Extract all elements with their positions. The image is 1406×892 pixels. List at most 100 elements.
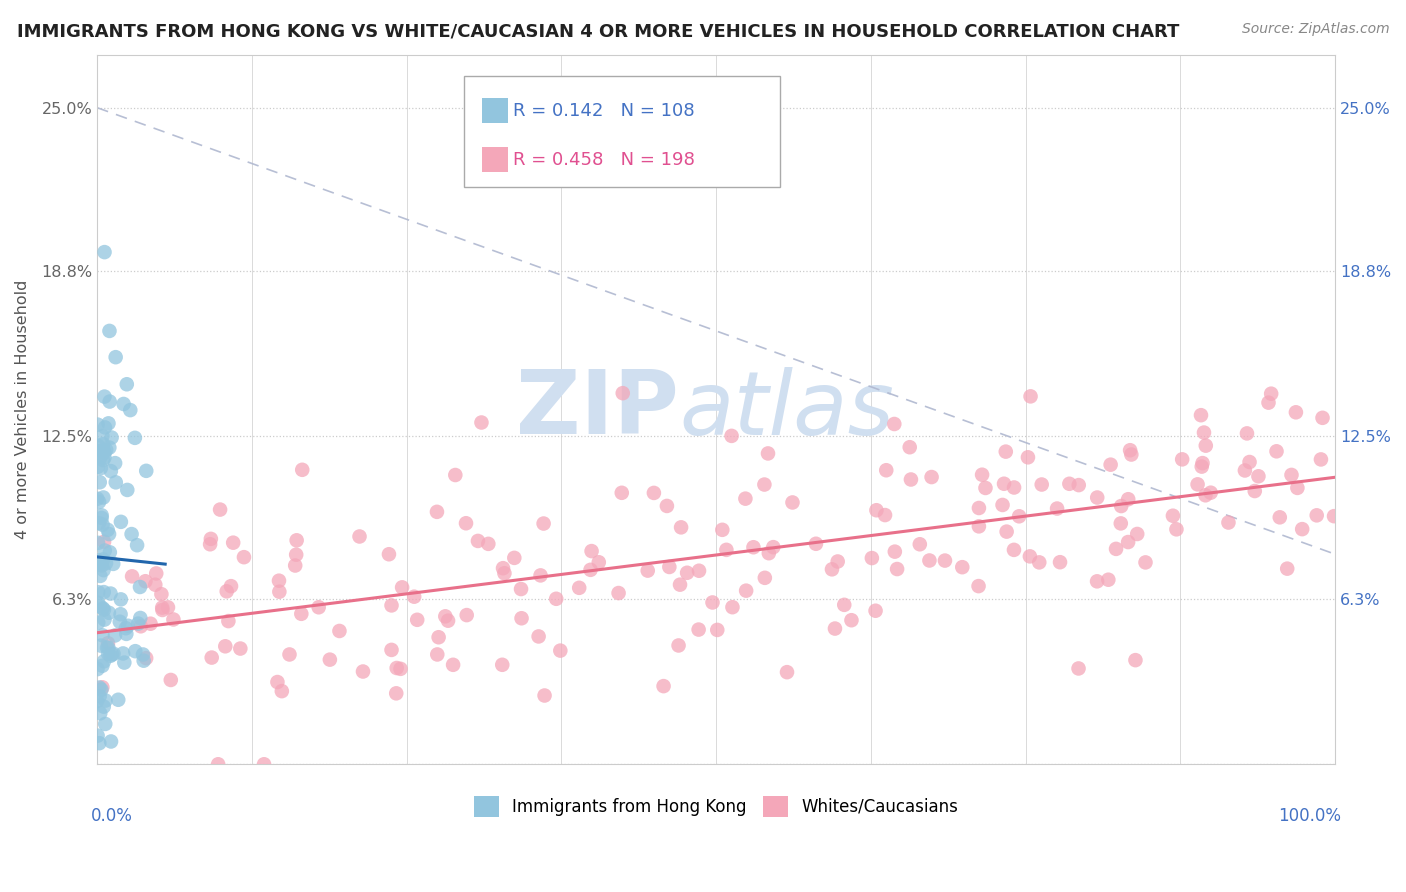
Point bbox=[702, 595, 724, 609]
Point bbox=[89, 681, 111, 695]
Point bbox=[427, 630, 450, 644]
Point bbox=[93, 450, 115, 465]
Point bbox=[94, 693, 117, 707]
Point bbox=[129, 580, 152, 594]
Point bbox=[1097, 573, 1119, 587]
Point bbox=[883, 417, 905, 431]
Point bbox=[886, 562, 908, 576]
Point bbox=[1265, 444, 1288, 458]
Point bbox=[319, 653, 342, 667]
Point bbox=[883, 544, 905, 558]
Point bbox=[1195, 439, 1218, 453]
Point bbox=[1277, 562, 1299, 576]
Point bbox=[86, 417, 108, 432]
Point bbox=[104, 350, 127, 364]
Point bbox=[94, 717, 117, 731]
Point bbox=[434, 609, 457, 624]
Point bbox=[921, 470, 943, 484]
Point bbox=[688, 564, 710, 578]
Point bbox=[1109, 516, 1132, 531]
Point bbox=[637, 564, 659, 578]
Point bbox=[607, 586, 630, 600]
Point bbox=[1135, 556, 1157, 570]
Point bbox=[1116, 535, 1139, 549]
Point bbox=[93, 654, 115, 668]
Point bbox=[1085, 491, 1108, 505]
Point bbox=[1187, 477, 1209, 491]
Point bbox=[201, 650, 224, 665]
Point bbox=[110, 592, 132, 607]
Point bbox=[91, 453, 114, 467]
Point bbox=[426, 505, 449, 519]
Point bbox=[127, 616, 149, 631]
Point bbox=[98, 545, 121, 559]
Point bbox=[494, 566, 516, 581]
Point bbox=[994, 444, 1017, 458]
Point bbox=[349, 529, 371, 543]
Text: Source: ZipAtlas.com: Source: ZipAtlas.com bbox=[1241, 22, 1389, 37]
Point bbox=[215, 584, 238, 599]
Point bbox=[1192, 425, 1215, 440]
Point bbox=[426, 648, 449, 662]
Point bbox=[821, 562, 844, 576]
Point bbox=[114, 621, 136, 635]
Point bbox=[1002, 481, 1025, 495]
Point bbox=[841, 613, 863, 627]
Point bbox=[1239, 455, 1261, 469]
Point bbox=[1199, 485, 1222, 500]
Point bbox=[991, 498, 1014, 512]
Text: 0.0%: 0.0% bbox=[91, 807, 132, 825]
Point bbox=[900, 473, 922, 487]
Point bbox=[711, 523, 734, 537]
Point bbox=[972, 467, 994, 482]
Point bbox=[804, 537, 827, 551]
Point bbox=[1119, 443, 1142, 458]
Point bbox=[93, 245, 115, 260]
Point bbox=[974, 481, 997, 495]
Point bbox=[89, 450, 111, 465]
Point bbox=[115, 377, 138, 392]
Point bbox=[1285, 405, 1308, 419]
Point bbox=[406, 613, 429, 627]
Point bbox=[214, 640, 236, 654]
Point bbox=[98, 527, 121, 541]
Point bbox=[652, 679, 675, 693]
Point bbox=[1236, 426, 1258, 441]
Point bbox=[100, 464, 122, 478]
Point bbox=[222, 535, 245, 549]
Point bbox=[134, 574, 156, 589]
Point bbox=[1049, 555, 1071, 569]
Point bbox=[762, 540, 785, 554]
Point bbox=[267, 574, 290, 588]
Point bbox=[1189, 408, 1212, 422]
Point bbox=[706, 623, 728, 637]
Point bbox=[967, 501, 990, 516]
Point bbox=[93, 491, 115, 505]
Point bbox=[308, 600, 330, 615]
Point bbox=[1002, 542, 1025, 557]
Point bbox=[98, 441, 121, 455]
Point bbox=[1268, 510, 1291, 524]
Point bbox=[610, 485, 633, 500]
Point bbox=[1191, 459, 1213, 474]
Point bbox=[1017, 450, 1039, 465]
Point bbox=[1105, 541, 1128, 556]
Point bbox=[454, 516, 477, 531]
Point bbox=[135, 464, 157, 478]
Point bbox=[112, 656, 135, 670]
Point bbox=[90, 508, 112, 523]
Point bbox=[87, 553, 110, 567]
Point bbox=[284, 558, 307, 573]
Point bbox=[120, 403, 142, 417]
Point bbox=[91, 437, 114, 451]
Point bbox=[93, 446, 115, 460]
Point bbox=[898, 440, 921, 454]
Point bbox=[873, 508, 896, 522]
Point bbox=[98, 394, 121, 409]
Point bbox=[87, 615, 110, 630]
Point bbox=[219, 579, 242, 593]
Point bbox=[734, 491, 756, 506]
Point bbox=[104, 628, 127, 642]
Point bbox=[97, 606, 120, 620]
Point bbox=[669, 520, 692, 534]
